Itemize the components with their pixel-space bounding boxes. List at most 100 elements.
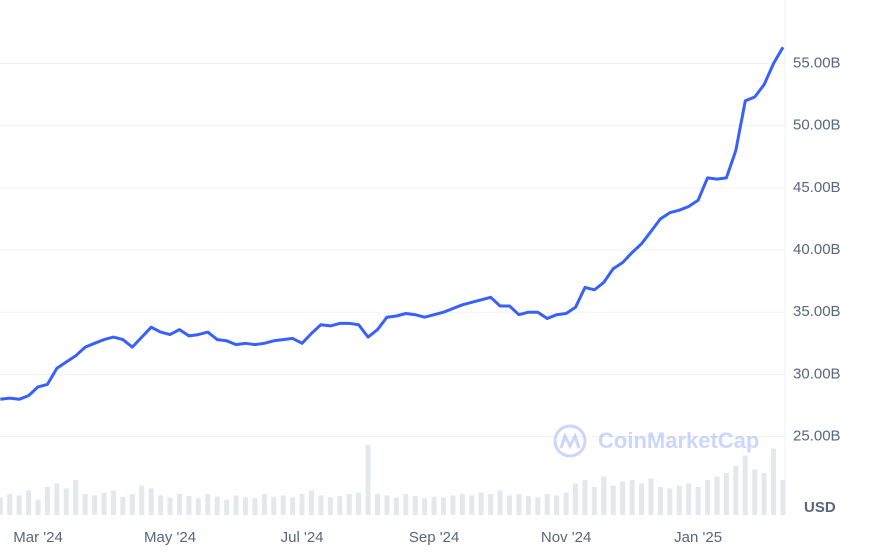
volume-bar xyxy=(44,487,50,515)
volume-bar xyxy=(271,496,277,515)
volume-bar xyxy=(601,476,607,515)
volume-bar xyxy=(233,495,239,515)
volume-bar xyxy=(318,495,324,515)
volume-bar xyxy=(657,487,663,515)
volume-bar xyxy=(110,490,116,515)
volume-bar xyxy=(7,494,13,515)
y-tick-label: 30.00B xyxy=(793,365,841,382)
volume-bar xyxy=(346,494,352,515)
volume-bar xyxy=(676,485,682,515)
volume-bar xyxy=(101,492,107,515)
volume-bar xyxy=(129,494,135,515)
volume-bar xyxy=(308,490,314,515)
y-tick-label: 50.00B xyxy=(793,117,841,134)
volume-bar xyxy=(92,495,98,515)
volume-bar xyxy=(497,490,503,515)
volume-bar xyxy=(686,483,692,515)
volume-bar xyxy=(375,494,380,515)
volume-bar xyxy=(705,480,711,515)
volume-bar xyxy=(582,480,588,515)
y-tick-label: 35.00B xyxy=(793,303,841,320)
volume-bar xyxy=(167,497,173,515)
volume-bar xyxy=(563,492,569,515)
volume-bar xyxy=(488,494,494,515)
volume-bar xyxy=(224,499,230,515)
volume-bar xyxy=(299,494,305,515)
volume-bar xyxy=(403,494,409,515)
x-tick-label: Sep '24 xyxy=(409,529,459,546)
volume-bar xyxy=(252,498,258,515)
volume-bar xyxy=(280,495,286,515)
volume-bar xyxy=(771,448,777,515)
volume-bar xyxy=(648,478,654,515)
volume-bar xyxy=(459,494,465,515)
volume-bar xyxy=(714,476,720,515)
volume-bar xyxy=(365,445,371,515)
price-line xyxy=(0,46,785,401)
volume-bar xyxy=(554,495,560,515)
currency-label: USD xyxy=(804,499,836,516)
x-tick-label: Mar '24 xyxy=(13,529,63,546)
volume-bar xyxy=(667,488,673,515)
volume-bar xyxy=(195,498,201,515)
volume-bar xyxy=(26,490,32,515)
volume-bar xyxy=(752,469,758,515)
y-tick-label: 40.00B xyxy=(793,241,841,258)
watermark: CoinMarketCap xyxy=(598,428,759,453)
volume-bar xyxy=(723,473,729,515)
volume-bar xyxy=(120,496,126,515)
x-tick-label: Jan '25 xyxy=(674,529,722,546)
volume-bar xyxy=(761,473,767,515)
volume-bar xyxy=(214,496,220,515)
volume-bar xyxy=(384,495,390,515)
watermark-logo xyxy=(553,424,587,458)
volume-bar xyxy=(629,480,635,515)
volume-bar xyxy=(54,483,60,515)
volume-bar xyxy=(82,494,88,515)
y-tick-label: 45.00B xyxy=(793,179,841,196)
volume-bar xyxy=(337,496,343,515)
volume-bar xyxy=(516,494,522,515)
volume-bar xyxy=(525,496,531,515)
y-tick-label: 55.00B xyxy=(793,54,841,71)
volume-bar xyxy=(478,492,484,515)
volume-bar xyxy=(73,480,79,515)
volume-bar xyxy=(507,495,513,515)
volume-bar xyxy=(63,488,69,515)
volume-bar xyxy=(431,496,437,515)
volume-bar xyxy=(742,455,748,515)
volume-bar xyxy=(139,485,145,515)
volume-bar xyxy=(412,496,418,515)
volume-bar xyxy=(148,488,154,515)
volume-bar xyxy=(544,494,550,515)
volume-bar xyxy=(327,497,333,515)
volume-bar xyxy=(591,487,597,515)
volume-bar xyxy=(780,480,786,515)
volume-bar xyxy=(158,495,164,515)
volume-bar xyxy=(441,497,447,515)
volume-bar xyxy=(242,497,248,515)
volume-bar xyxy=(733,466,739,515)
volume-bar xyxy=(186,496,192,515)
volume-bar xyxy=(35,499,41,515)
x-tick-label: May '24 xyxy=(144,529,196,546)
volume-bar xyxy=(205,494,211,515)
volume-bar xyxy=(469,495,475,515)
x-tick-label: Jul '24 xyxy=(281,529,324,546)
volume-bar xyxy=(356,492,362,515)
volume-bar xyxy=(290,497,296,515)
y-tick-label: 25.00B xyxy=(793,428,841,445)
volume-bar xyxy=(16,495,22,515)
volume-bar xyxy=(610,485,616,515)
volume-bar xyxy=(176,494,182,515)
volume-bar xyxy=(422,498,428,515)
volume-bar xyxy=(573,483,579,515)
volume-bar xyxy=(695,487,701,515)
volume-bar xyxy=(639,483,645,515)
volume-bar xyxy=(393,497,399,515)
volume-bar xyxy=(535,497,541,515)
volume-bar xyxy=(261,494,267,515)
x-tick-label: Nov '24 xyxy=(541,529,591,546)
volume-bar xyxy=(0,497,3,515)
